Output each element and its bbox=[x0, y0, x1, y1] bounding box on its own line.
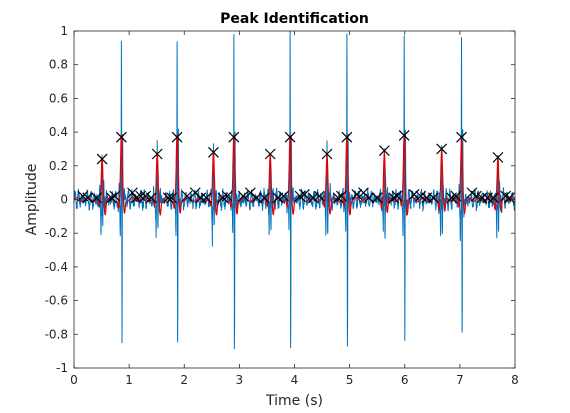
peak-marker bbox=[228, 131, 240, 143]
minor-peak-marker bbox=[500, 190, 512, 202]
minor-peak-marker bbox=[307, 192, 319, 204]
x-tick-label: 6 bbox=[401, 373, 409, 387]
minor-peak-marker bbox=[391, 190, 403, 202]
signal-layer bbox=[73, 30, 516, 350]
minor-peak-marker bbox=[466, 187, 478, 199]
minor-peak-marker bbox=[298, 189, 310, 200]
peak-marker bbox=[115, 131, 127, 143]
minor-peak-marker bbox=[181, 190, 193, 202]
peak-marker bbox=[208, 146, 219, 158]
minor-peak-marker bbox=[388, 192, 400, 204]
minor-peak-marker bbox=[162, 192, 174, 204]
y-tick-label: 1 bbox=[60, 24, 68, 38]
peak-marker bbox=[456, 131, 467, 143]
minor-peak-marker bbox=[244, 187, 256, 199]
minor-peak-marker bbox=[135, 190, 147, 202]
x-tick-label: 7 bbox=[456, 373, 464, 387]
peak-markers bbox=[77, 130, 515, 204]
x-axis-ticks: 0 1 2 3 4 5 6 7 8 bbox=[70, 31, 519, 387]
peak-marker bbox=[341, 131, 353, 143]
minor-peak-marker bbox=[415, 190, 427, 202]
minor-peak-marker bbox=[109, 190, 121, 202]
minor-peak-marker bbox=[195, 192, 207, 204]
y-tick-label: -1 bbox=[56, 361, 68, 375]
minor-peak-marker bbox=[427, 192, 439, 204]
minor-peak-marker bbox=[450, 190, 462, 202]
y-tick-label: 0 bbox=[60, 193, 68, 207]
x-tick-label: 4 bbox=[291, 373, 299, 387]
x-tick-label: 0 bbox=[70, 373, 78, 387]
x-axis-label: Time (s) bbox=[265, 393, 323, 409]
y-tick-label: -0.6 bbox=[45, 294, 68, 308]
minor-peak-marker bbox=[371, 192, 383, 204]
minor-peak-marker bbox=[488, 192, 499, 204]
y-axis-ticks: -1 -0.8 -0.6 -0.4 -0.2 0 0.2 0.4 0.6 0.8 1 bbox=[45, 24, 515, 375]
y-axis-label: Amplitude bbox=[24, 164, 40, 236]
raw-signal-line bbox=[73, 30, 516, 350]
minor-peak-marker bbox=[363, 192, 375, 204]
minor-peak-marker bbox=[504, 192, 515, 204]
y-tick-label: 0.4 bbox=[49, 125, 68, 139]
smoothed-signal-line bbox=[73, 134, 516, 216]
minor-peak-marker bbox=[251, 192, 262, 204]
peak-marker bbox=[321, 148, 333, 160]
minor-peak-marker bbox=[313, 190, 325, 202]
minor-peak-marker bbox=[166, 192, 177, 204]
x-tick-label: 2 bbox=[180, 373, 188, 387]
y-tick-label: 0.2 bbox=[49, 159, 68, 173]
peak-marker bbox=[378, 145, 390, 157]
peak-marker bbox=[492, 151, 504, 163]
peak-marker bbox=[398, 130, 410, 141]
y-tick-label: 0.6 bbox=[49, 91, 68, 105]
x-tick-label: 3 bbox=[236, 373, 244, 387]
peak-marker bbox=[284, 131, 296, 143]
minor-peak-marker bbox=[91, 192, 103, 204]
peak-marker bbox=[436, 143, 448, 155]
y-tick-label: -0.2 bbox=[45, 226, 68, 240]
minor-peak-marker bbox=[278, 190, 289, 202]
minor-peak-marker bbox=[408, 189, 420, 200]
y-tick-label: -0.8 bbox=[45, 327, 68, 341]
minor-peak-marker bbox=[335, 190, 347, 202]
minor-peak-marker bbox=[82, 192, 94, 204]
x-tick-label: 8 bbox=[511, 373, 519, 387]
peak-marker bbox=[151, 148, 163, 160]
peak-marker bbox=[264, 148, 276, 160]
y-tick-label: 0.8 bbox=[49, 58, 68, 72]
minor-peak-marker bbox=[332, 192, 344, 204]
x-tick-label: 1 bbox=[125, 373, 133, 387]
minor-peak-marker bbox=[221, 190, 233, 202]
peak-marker bbox=[171, 131, 183, 143]
minor-peak-marker bbox=[476, 192, 488, 204]
minor-peak-marker bbox=[351, 189, 363, 200]
minor-peak-marker bbox=[237, 190, 249, 202]
peak-marker bbox=[96, 153, 108, 165]
x-tick-label: 5 bbox=[346, 373, 354, 387]
minor-peak-marker bbox=[145, 192, 157, 204]
minor-peak-marker bbox=[258, 192, 270, 204]
minor-peak-marker bbox=[127, 187, 138, 199]
chart-title: Peak Identification bbox=[220, 11, 369, 27]
y-tick-label: -0.4 bbox=[45, 260, 68, 274]
minor-peak-marker bbox=[200, 192, 212, 204]
minor-peak-marker bbox=[106, 192, 117, 204]
